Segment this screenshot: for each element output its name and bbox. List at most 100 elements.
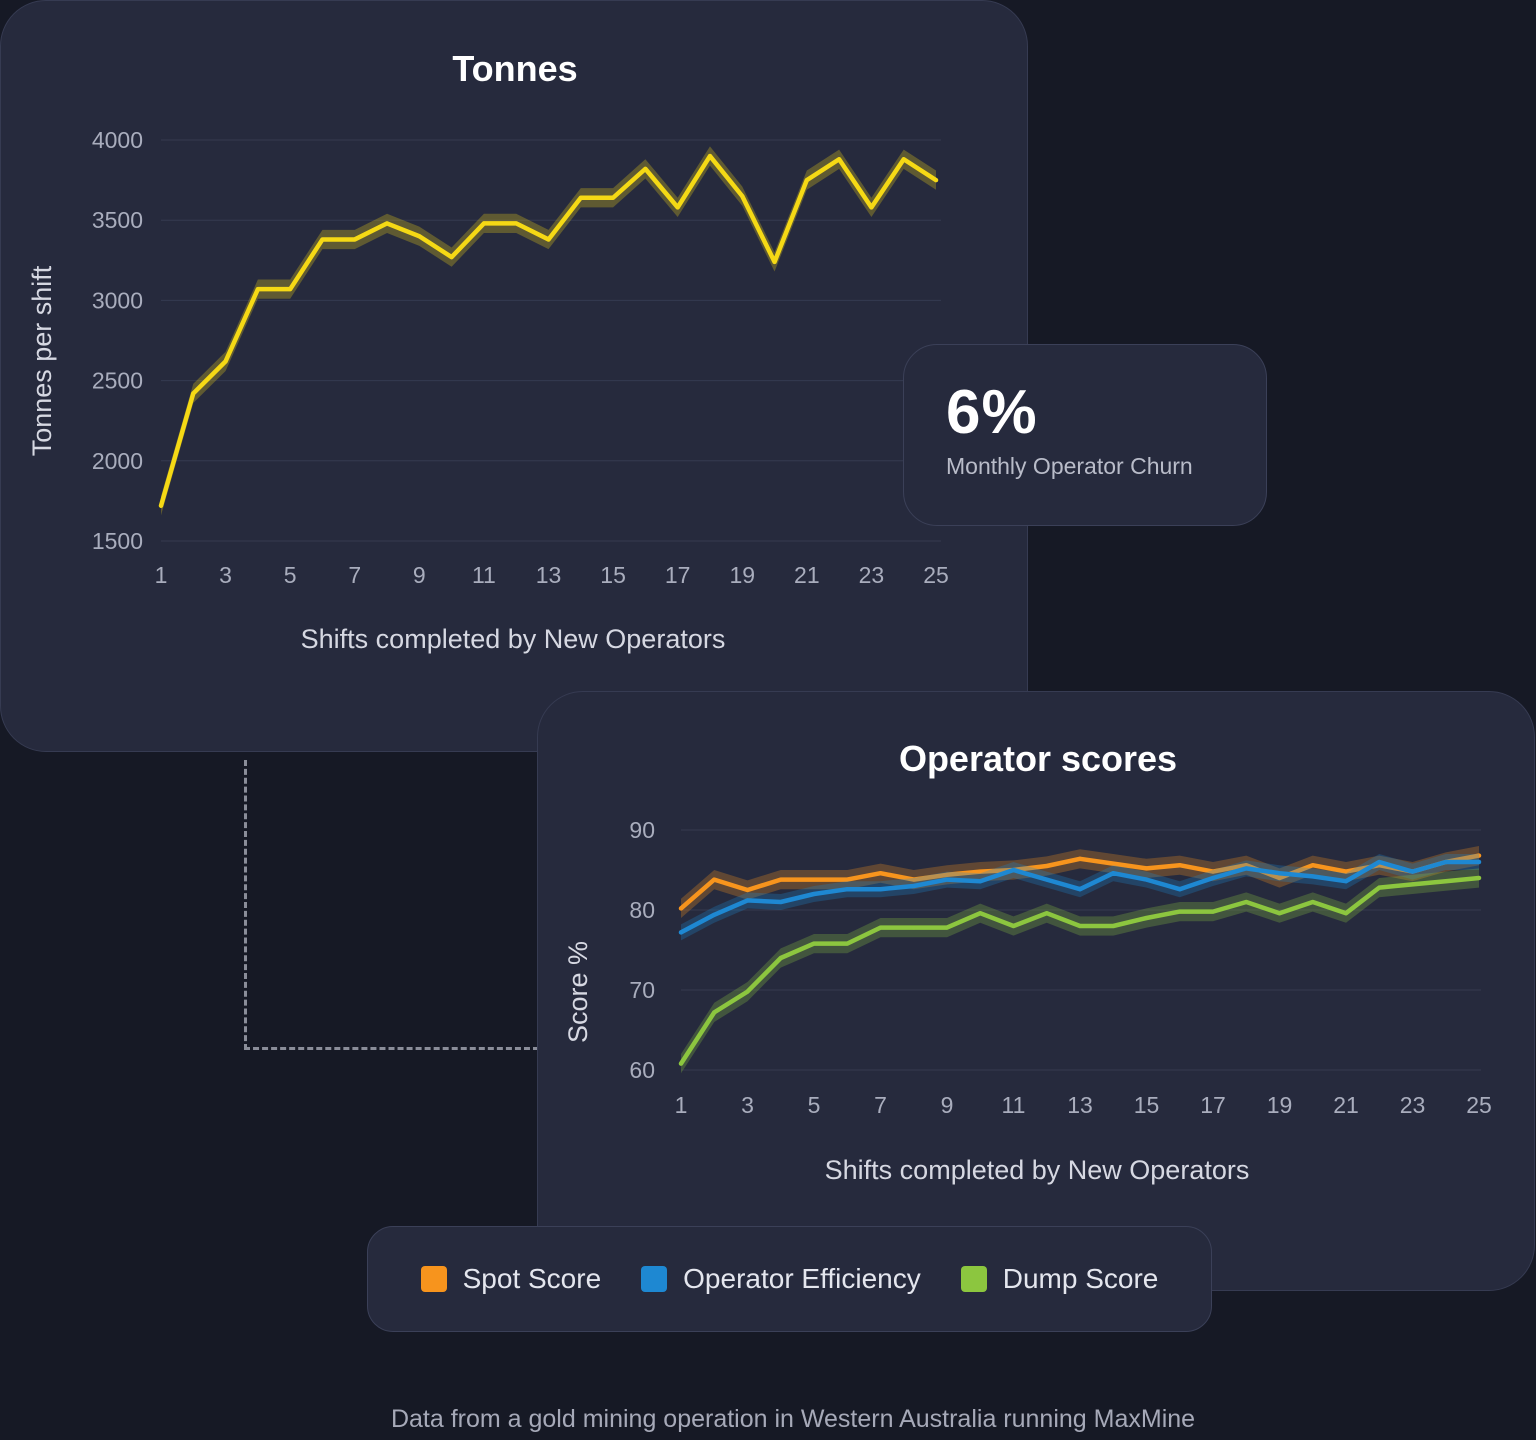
scores-point-spot-score-13 xyxy=(1078,856,1082,861)
tonnes-point-tonnes-25 xyxy=(934,178,938,183)
scores-point-dump-score-15 xyxy=(1144,916,1149,920)
scores-point-operator-efficiency-20 xyxy=(1310,874,1315,879)
legend-swatch-spot-score xyxy=(420,1266,447,1292)
scores-point-dump-score-5 xyxy=(812,941,816,946)
scores-x-tick-3: 3 xyxy=(741,1092,754,1118)
scores-x-tick-7: 7 xyxy=(874,1092,887,1118)
legend-label-operator-efficiency: Operator Efficiency xyxy=(683,1263,921,1294)
scores-point-operator-efficiency-3 xyxy=(745,898,750,903)
tonnes-x-tick-1: 1 xyxy=(155,562,168,588)
tonnes-y-tick-4000: 4000 xyxy=(92,127,143,153)
tonnes-point-tonnes-23 xyxy=(869,205,874,210)
scores-band-spot-score xyxy=(681,846,1479,918)
scores-chart-card: Operator scores Score % Shifts completed… xyxy=(537,691,1535,1291)
tonnes-x-tick-21: 21 xyxy=(794,562,820,588)
scores-band-operator-efficiency xyxy=(681,854,1479,941)
tonnes-x-tick-23: 23 xyxy=(859,562,885,588)
tonnes-point-tonnes-8 xyxy=(385,221,390,226)
scores-point-spot-score-12 xyxy=(1044,864,1049,868)
tonnes-chart-title: Tonnes xyxy=(452,48,577,89)
scores-chart-title: Operator scores xyxy=(899,738,1177,779)
scores-point-dump-score-11 xyxy=(1011,924,1016,928)
scores-point-dump-score-16 xyxy=(1177,909,1182,914)
scores-point-operator-efficiency-11 xyxy=(1011,868,1016,872)
scores-point-spot-score-19 xyxy=(1277,876,1282,880)
tonnes-y-tick-2500: 2500 xyxy=(92,368,143,394)
scores-point-dump-score-8 xyxy=(911,925,916,930)
scores-point-dump-score-21 xyxy=(1344,911,1348,916)
scores-point-dump-score-22 xyxy=(1377,885,1382,890)
scores-y-tick-70: 70 xyxy=(629,977,655,1003)
tonnes-y-tick-1500: 1500 xyxy=(92,528,143,554)
tonnes-x-tick-19: 19 xyxy=(729,562,755,588)
scores-point-dump-score-14 xyxy=(1111,924,1116,928)
scores-point-dump-score-17 xyxy=(1211,909,1215,914)
scores-point-operator-efficiency-16 xyxy=(1177,887,1182,892)
scores-point-dump-score-25 xyxy=(1477,876,1481,880)
scores-point-dump-score-7 xyxy=(878,925,883,930)
tonnes-point-tonnes-15 xyxy=(611,195,616,200)
scores-point-spot-score-18 xyxy=(1244,863,1249,868)
scores-point-spot-score-25 xyxy=(1477,853,1481,858)
legend-item-dump-score: Dump Score xyxy=(960,1263,1158,1295)
tonnes-x-tick-13: 13 xyxy=(536,562,562,588)
legend-label-spot-score: Spot Score xyxy=(462,1263,602,1294)
scores-point-dump-score-10 xyxy=(978,911,983,916)
legend-item-operator-efficiency: Operator Efficiency xyxy=(641,1263,921,1295)
scores-x-tick-25: 25 xyxy=(1466,1092,1492,1118)
tonnes-point-tonnes-5 xyxy=(288,287,293,292)
scores-point-operator-efficiency-5 xyxy=(812,892,816,896)
scores-point-dump-score-19 xyxy=(1277,911,1282,916)
operator-scores-chart: Operator scores Score % Shifts completed… xyxy=(563,738,1492,1185)
scores-point-operator-efficiency-21 xyxy=(1344,879,1348,884)
tonnes-x-tick-11: 11 xyxy=(472,562,496,588)
tonnes-y-tick-2000: 2000 xyxy=(92,448,143,474)
tonnes-chart: Tonnes Tonnes per shift Shifts completed… xyxy=(27,48,949,654)
scores-point-operator-efficiency-24 xyxy=(1443,860,1448,864)
tonnes-x-tick-17: 17 xyxy=(665,562,691,588)
tonnes-point-tonnes-18 xyxy=(707,154,712,159)
scores-point-spot-score-5 xyxy=(812,877,816,882)
scores-point-spot-score-10 xyxy=(978,869,983,874)
scores-point-operator-efficiency-2 xyxy=(712,912,717,917)
scores-x-tick-5: 5 xyxy=(808,1092,821,1118)
scores-point-spot-score-1 xyxy=(679,906,683,911)
scores-point-dump-score-1 xyxy=(679,1061,683,1066)
tonnes-x-axis-title: Shifts completed by New Operators xyxy=(301,624,726,654)
tonnes-point-tonnes-10 xyxy=(449,255,454,260)
scores-x-tick-15: 15 xyxy=(1134,1092,1160,1118)
scores-point-operator-efficiency-10 xyxy=(978,879,983,884)
tonnes-y-tick-3000: 3000 xyxy=(92,287,143,313)
scores-point-spot-score-4 xyxy=(778,877,783,882)
tonnes-point-tonnes-11 xyxy=(481,221,486,226)
scores-x-tick-19: 19 xyxy=(1267,1092,1293,1118)
tonnes-chart-card: Tonnes Tonnes per shift Shifts completed… xyxy=(0,0,1028,752)
legend-swatch-dump-score xyxy=(960,1266,987,1292)
scores-y-tick-60: 60 xyxy=(629,1057,655,1083)
tonnes-x-tick-7: 7 xyxy=(348,562,361,588)
scores-point-dump-score-12 xyxy=(1044,911,1049,916)
scores-point-operator-efficiency-15 xyxy=(1144,877,1149,882)
scores-x-tick-13: 13 xyxy=(1067,1092,1093,1118)
scores-band-dump-score xyxy=(681,868,1479,1074)
scores-point-operator-efficiency-23 xyxy=(1410,869,1415,874)
scores-point-dump-score-6 xyxy=(845,941,850,946)
scores-point-spot-score-20 xyxy=(1310,863,1315,868)
scores-point-operator-efficiency-18 xyxy=(1244,866,1249,871)
tonnes-point-tonnes-2 xyxy=(191,391,196,396)
tonnes-point-tonnes-22 xyxy=(837,157,842,162)
churn-stat-card: 6% Monthly Operator Churn xyxy=(903,344,1267,526)
churn-label: Monthly Operator Churn xyxy=(946,453,1193,479)
tonnes-point-tonnes-1 xyxy=(159,503,163,508)
scores-point-operator-efficiency-12 xyxy=(1044,877,1049,882)
scores-point-spot-score-2 xyxy=(712,877,717,882)
tonnes-point-tonnes-19 xyxy=(740,194,745,199)
scores-point-spot-score-6 xyxy=(845,877,850,882)
scores-x-axis-title: Shifts completed by New Operators xyxy=(825,1155,1250,1185)
scores-point-operator-efficiency-14 xyxy=(1111,871,1116,876)
scores-point-operator-efficiency-25 xyxy=(1477,860,1481,864)
scores-point-spot-score-9 xyxy=(945,872,949,877)
tonnes-y-axis-title: Tonnes per shift xyxy=(27,265,57,456)
chart-legend: Spot Score Operator Efficiency Dump Scor… xyxy=(367,1226,1212,1332)
tonnes-band-tonnes xyxy=(161,146,936,516)
